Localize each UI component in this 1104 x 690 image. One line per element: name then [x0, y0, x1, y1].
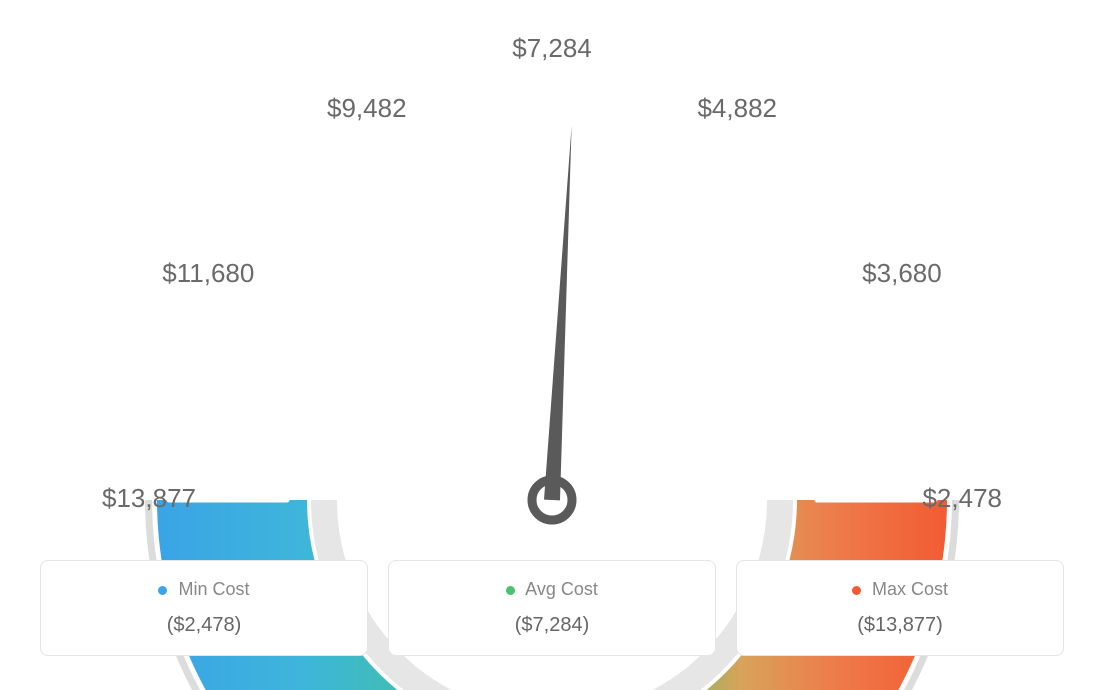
- min-cost-card: Min Cost ($2,478): [40, 560, 368, 656]
- gauge-needle: [544, 126, 572, 501]
- min-label: Min Cost: [179, 579, 250, 599]
- gauge-tick-label: $2,478: [922, 483, 1002, 513]
- gauge-tick-label: $13,877: [102, 483, 196, 513]
- cost-gauge: $2,478 $3,680 $4,882 $7,284 $9,482 $11,680 $13…: [0, 0, 1104, 560]
- max-value: ($13,877): [749, 614, 1051, 637]
- gauge-tick-label: $11,680: [162, 258, 254, 288]
- max-cost-card: Max Cost ($13,877): [736, 560, 1064, 656]
- legend-row: Min Cost ($2,478) Avg Cost ($7,284) Max …: [0, 560, 1104, 656]
- avg-value: ($7,284): [401, 614, 703, 637]
- avg-cost-card: Avg Cost ($7,284): [388, 560, 716, 656]
- avg-dot-icon: [506, 586, 515, 595]
- min-value: ($2,478): [53, 614, 355, 637]
- gauge-tick-label: $7,284: [512, 33, 592, 63]
- avg-label: Avg Cost: [525, 579, 598, 599]
- gauge-tick-label: $3,680: [862, 258, 942, 288]
- max-dot-icon: [852, 586, 861, 595]
- max-label: Max Cost: [872, 579, 948, 599]
- gauge-tick-label: $4,882: [697, 93, 777, 123]
- min-dot-icon: [158, 586, 167, 595]
- gauge-tick-label: $9,482: [327, 93, 407, 123]
